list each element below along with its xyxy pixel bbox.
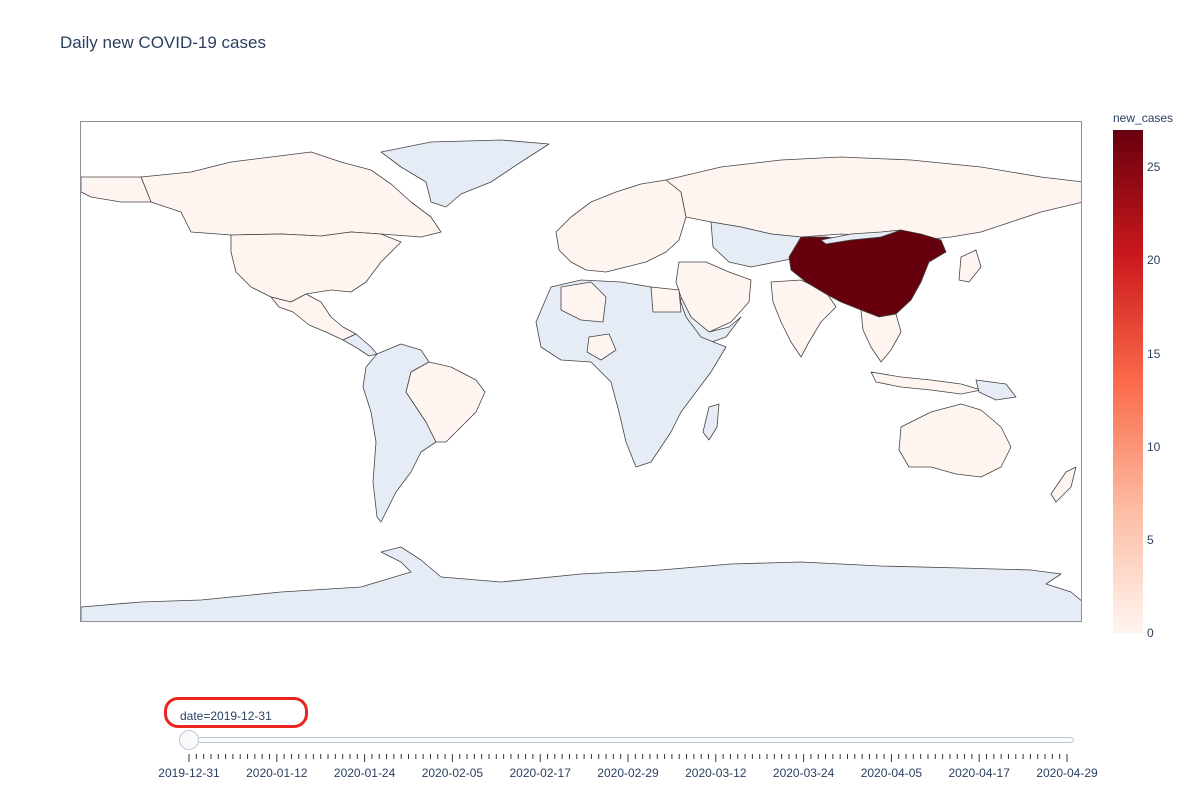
slider-handle[interactable]: [179, 730, 199, 750]
slider-tick-label[interactable]: 2020-03-12: [685, 766, 747, 780]
region-antarctica[interactable]: [81, 546, 1082, 622]
new-zealand[interactable]: [1050, 466, 1077, 503]
country-mongolia[interactable]: [820, 229, 902, 245]
country-algeria[interactable]: [560, 281, 607, 323]
slider-tick-label[interactable]: 2020-04-29: [1036, 766, 1098, 780]
world-map[interactable]: [81, 122, 1082, 622]
colorbar-tick-label: 10: [1147, 439, 1161, 454]
country-greenland[interactable]: [380, 139, 550, 208]
colorbar-tick-label: 25: [1147, 160, 1161, 175]
slider-tick-label[interactable]: 2020-02-29: [597, 766, 659, 780]
slider-tick-label[interactable]: 2020-01-24: [333, 766, 396, 780]
southeast-asia[interactable]: [860, 309, 902, 363]
country-egypt[interactable]: [650, 286, 682, 313]
country-japan[interactable]: [958, 249, 982, 283]
slider-rail[interactable]: [180, 737, 1074, 743]
slider-tick-label[interactable]: 2020-03-24: [772, 766, 835, 780]
colorbar-tick-label: 15: [1147, 346, 1161, 361]
country-nigeria[interactable]: [586, 333, 617, 361]
central-america[interactable]: [342, 333, 378, 357]
country-alaska[interactable]: [81, 176, 152, 203]
colorbar-tick-label: 0: [1147, 626, 1154, 640]
country-australia[interactable]: [898, 403, 1012, 478]
slider-tick-marks: [188, 754, 1068, 762]
new-guinea[interactable]: [975, 379, 1017, 401]
colorbar: [1113, 130, 1143, 633]
country-canada[interactable]: [140, 151, 442, 238]
central-asia[interactable]: [710, 221, 802, 268]
country-united-states[interactable]: [230, 231, 402, 303]
country-indonesia[interactable]: [870, 371, 982, 395]
chart-title: Daily new COVID-19 cases: [60, 33, 266, 52]
region-europe[interactable]: [555, 179, 687, 273]
slider-tick-label[interactable]: 2020-04-05: [860, 766, 923, 780]
madagascar[interactable]: [702, 403, 720, 441]
colorbar-tick-label: 20: [1147, 253, 1161, 268]
colorbar-tick-label: 5: [1147, 532, 1154, 547]
slider-tick-label[interactable]: 2020-02-17: [509, 766, 571, 780]
slider-tick-label[interactable]: 2019-12-31: [158, 766, 220, 780]
colorbar-title: new_cases: [1113, 111, 1174, 125]
slider-tick-label[interactable]: 2020-04-17: [948, 766, 1010, 780]
slider-tick-label[interactable]: 2020-01-12: [246, 766, 308, 780]
country-brazil[interactable]: [405, 361, 486, 443]
map-plot-area[interactable]: [80, 121, 1082, 622]
slider-tick-label[interactable]: 2020-02-05: [421, 766, 484, 780]
slider-current-value: date=2019-12-31: [180, 709, 272, 723]
slider-label-highlight: [164, 697, 308, 728]
